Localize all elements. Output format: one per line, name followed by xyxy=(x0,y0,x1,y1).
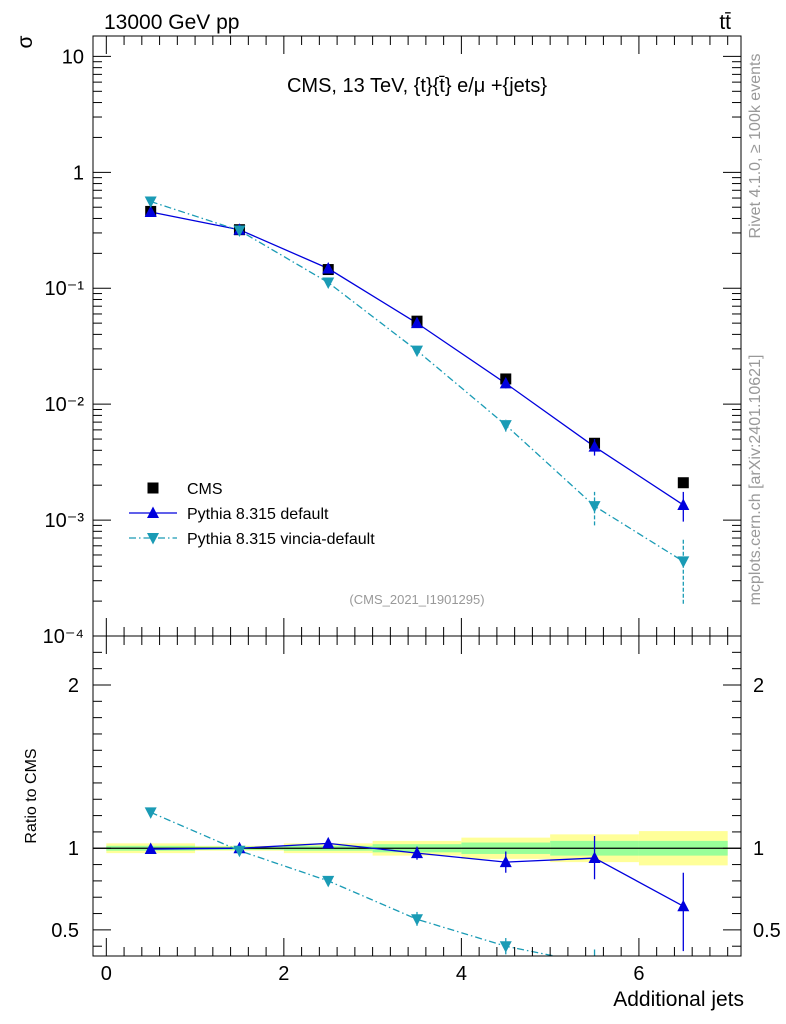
chart-title: CMS, 13 TeV, {t}{t̄} e/μ +{jets} xyxy=(287,75,547,97)
legend-label-2: Pythia 8.315 vincia-default xyxy=(187,531,375,548)
ratio-point-1-6 xyxy=(677,972,689,984)
main-point-0-6 xyxy=(677,477,689,489)
main-point-2-5 xyxy=(588,501,601,513)
ratio-xtick-label-1: 2 xyxy=(278,963,289,985)
main-ytick-label--3: 10⁻³ xyxy=(45,510,85,532)
main-axes: 10⁻⁴ 10⁻³ 10⁻² 10⁻¹ 1 10 xyxy=(43,36,741,648)
main-point-2-0 xyxy=(144,196,157,209)
ratio-y-axis-label: Ratio to CMS xyxy=(23,748,40,843)
process-label: tt̄ xyxy=(719,11,731,34)
main-point-2-4 xyxy=(499,420,512,432)
analysis-id: (CMS_2021_I1901295) xyxy=(349,592,484,607)
ratio-point-0-0 xyxy=(144,842,157,855)
main-ytick-label--1: 10⁻¹ xyxy=(45,278,85,300)
legend-marker-1 xyxy=(147,506,159,518)
mcplots-url-label: mcplots.cern.ch [arXiv:2401.10621] xyxy=(747,355,764,606)
legend-marker-2 xyxy=(147,533,159,545)
ratio-point-0-2 xyxy=(322,836,335,849)
main-point-1-3 xyxy=(411,316,423,329)
legend-label-0: CMS xyxy=(187,481,223,498)
ratio-axes: 0.5 0.5 1 1 2 2 0 2 4 6 xyxy=(51,636,781,985)
main-point-2-6 xyxy=(677,556,690,568)
main-point-1-2 xyxy=(322,262,335,274)
ratio-point-1-1 xyxy=(233,845,246,858)
ratio-point-1-3 xyxy=(411,914,423,926)
legend: CMS Pythia 8.315 default Pythia 8.315 vinc… xyxy=(129,481,375,548)
ratio-frame xyxy=(92,635,742,957)
main-point-2-2 xyxy=(322,277,335,290)
main-point-1-6 xyxy=(677,498,690,510)
main-point-2-3 xyxy=(411,345,423,358)
ratio-point-1-2 xyxy=(322,875,335,888)
ratio-point-0-6 xyxy=(677,899,690,912)
ratio-xtick-label-3: 6 xyxy=(633,963,644,985)
main-point-1-0 xyxy=(144,205,157,217)
legend-label-1: Pythia 8.315 default xyxy=(187,506,329,523)
ratio-ytick-label-right-0: 0.5 xyxy=(753,920,781,942)
energy-label: 13000 GeV pp xyxy=(104,11,239,34)
ratio-ytick-label-2: 2 xyxy=(68,675,79,697)
main-y-axis-label: σ xyxy=(14,35,37,48)
main-ytick-label--2: 10⁻² xyxy=(45,394,85,416)
ratio-plot-content xyxy=(93,807,741,984)
ratio-ytick-label-right-2: 2 xyxy=(753,675,764,697)
main-plot-content xyxy=(144,196,690,604)
ratio-point-1-5 xyxy=(589,959,601,971)
legend-marker-0 xyxy=(147,482,159,494)
ratio-panel: 0.5 0.5 1 1 2 2 0 2 4 6 Ratio to CMS Additional j… xyxy=(23,635,781,1011)
ratio-xtick-label-0: 0 xyxy=(101,963,112,985)
ratio-point-0-4 xyxy=(499,855,512,868)
main-point-2-1 xyxy=(233,225,246,237)
main-ytick-label--4: 10⁻⁴ xyxy=(43,626,84,648)
ratio-point-1-4 xyxy=(499,941,512,953)
main-ytick-label-1: 10 xyxy=(62,46,84,68)
ratio-xtick-label-2: 4 xyxy=(456,963,467,985)
main-series-line-1 xyxy=(150,211,684,506)
main-point-1-5 xyxy=(588,440,601,452)
ratio-point-1-0 xyxy=(144,807,157,819)
ratio-series-group xyxy=(144,807,690,984)
main-ytick-label-0: 1 xyxy=(73,162,84,184)
ratio-point-0-3 xyxy=(411,846,423,859)
ratio-ytick-label-right-1: 1 xyxy=(753,838,764,860)
main-point-1-4 xyxy=(499,376,512,389)
x-axis-label: Additional jets xyxy=(613,988,744,1011)
ratio-ytick-label-0: 0.5 xyxy=(51,920,79,942)
ratio-ytick-label-1: 1 xyxy=(68,838,79,860)
ratio-point-0-5 xyxy=(588,851,601,864)
rivet-version-label: Rivet 4.1.0, ≥ 100k events xyxy=(747,54,764,239)
main-panel: 10⁻⁴ 10⁻³ 10⁻² 10⁻¹ 1 10 σ CMS, 13 TeV, {t}{t… xyxy=(14,35,742,648)
